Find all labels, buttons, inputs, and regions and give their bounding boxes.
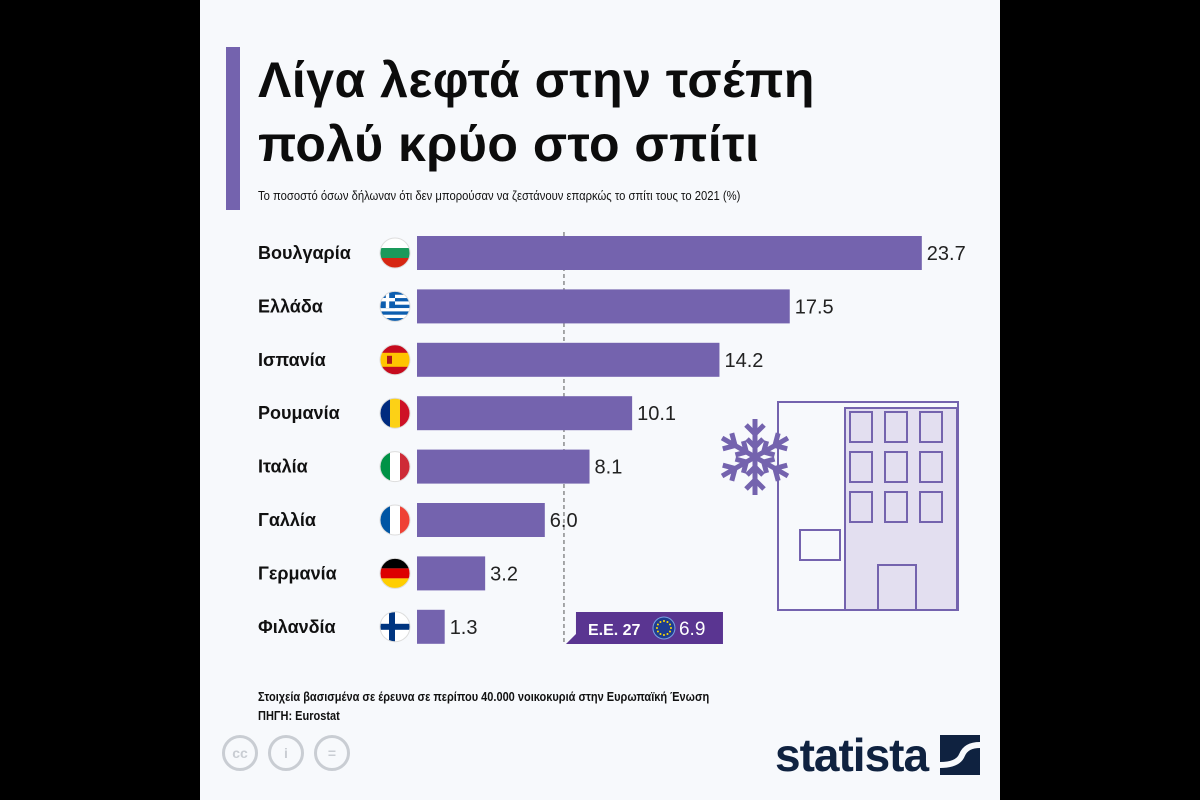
category-label: Ιταλία xyxy=(258,457,308,477)
no-derivatives-icon[interactable]: = xyxy=(314,735,350,771)
value-label: 23.7 xyxy=(927,243,966,265)
attribution-icon[interactable]: i xyxy=(268,735,304,771)
eu-average-label: Ε.Ε. 27 6.9 xyxy=(565,612,723,644)
bar xyxy=(417,609,445,644)
building-icon xyxy=(844,407,958,611)
chart-subtitle: Το ποσοστό όσων δήλωναν ότι δεν μπορούσα… xyxy=(258,189,741,203)
bar-row: Βουλγαρία 23.7 xyxy=(258,236,966,270)
bar xyxy=(417,396,633,431)
bulgaria-flag-icon xyxy=(380,238,410,268)
cc-icon[interactable]: cc xyxy=(222,735,258,771)
bar-row: Φιλανδία 1.3 xyxy=(258,609,478,644)
eu-label: Ε.Ε. 27 xyxy=(588,622,641,639)
title-line-2: πολύ κρύο στο σπίτι xyxy=(258,116,760,172)
category-label: Ρουμανία xyxy=(258,403,340,423)
value-label: 8.1 xyxy=(595,457,623,479)
bar-row: Ισπανία 14.2 xyxy=(258,342,763,377)
bar-row: Γερμανία 3.2 xyxy=(258,556,518,591)
bar-row: Ιταλία 8.1 xyxy=(258,449,623,484)
building-snowflake-illustration xyxy=(720,401,959,611)
bar xyxy=(417,503,545,537)
statista-logo[interactable]: statista xyxy=(775,728,981,782)
italy-flag-icon xyxy=(380,451,410,482)
finland-flag-icon xyxy=(380,611,410,642)
title-accent-bar xyxy=(226,47,240,210)
category-label: Φιλανδία xyxy=(258,617,336,637)
germany-flag-icon xyxy=(380,558,410,589)
bar-row: Ελλάδα 17.5 xyxy=(258,289,834,324)
value-label: 14.2 xyxy=(724,350,763,372)
category-label: Ελλάδα xyxy=(258,296,323,316)
category-label: Βουλγαρία xyxy=(258,243,351,263)
survey-note: Στοιχεία βασισμένα σε έρευνα σε περίπου … xyxy=(258,690,710,704)
category-label: Γερμανία xyxy=(258,563,337,583)
snowflake-icon xyxy=(720,419,790,495)
value-label: 3.2 xyxy=(490,563,518,585)
bar xyxy=(417,449,590,484)
france-flag-icon xyxy=(380,505,410,535)
value-label: 6.0 xyxy=(550,510,578,532)
bar-row: Ρουμανία 10.1 xyxy=(258,396,676,431)
eu-flag-icon xyxy=(652,616,676,640)
statista-logo-icon xyxy=(940,735,981,775)
value-label: 17.5 xyxy=(795,296,834,318)
eu-value: 6.9 xyxy=(679,619,705,640)
license-icons: cc i = xyxy=(222,735,350,771)
bar xyxy=(417,289,790,324)
value-label: 1.3 xyxy=(450,617,478,639)
bar-row: Γαλλία 6.0 xyxy=(258,503,578,537)
source: ΠΗΓΗ: Eurostat xyxy=(258,709,340,723)
footer-note: Στοιχεία βασισμένα σε έρευνα σε περίπου … xyxy=(258,688,709,726)
title-line-1: Λίγα λεφτά στην τσέπη xyxy=(258,52,815,108)
infographic-card: Λίγα λεφτά στην τσέπη πολύ κρύο στο σπίτ… xyxy=(200,0,1000,800)
romania-flag-icon xyxy=(380,398,410,429)
category-label: Ισπανία xyxy=(258,350,326,370)
category-label: Γαλλία xyxy=(258,510,316,530)
value-label: 10.1 xyxy=(637,403,676,425)
spain-flag-icon xyxy=(380,344,410,375)
bar xyxy=(417,342,720,377)
bar xyxy=(417,236,922,270)
chart-title: Λίγα λεφτά στην τσέπη πολύ κρύο στο σπίτ… xyxy=(258,48,815,176)
bar xyxy=(417,556,486,591)
bar-chart: Βουλγαρία 23.7 Ελλάδα 17.5 Ισπανία 14.2 Ρουμαν… xyxy=(258,232,966,645)
